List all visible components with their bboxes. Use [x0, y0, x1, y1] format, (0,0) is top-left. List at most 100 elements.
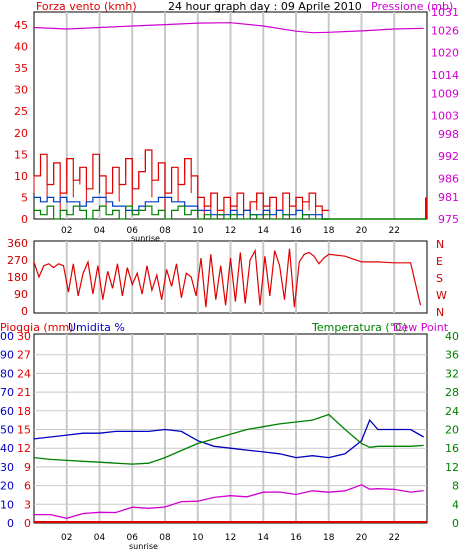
wind-tick-label: 20 [14, 127, 28, 140]
pressure-label: Pressione (mb) [371, 0, 453, 13]
humidity-tick-label: 90 [0, 349, 14, 362]
x-tick-label-top: 14 [258, 226, 270, 236]
wind-tick-label: 15 [14, 148, 28, 161]
direction-tick-label: 0 [21, 305, 28, 318]
temperature-tick-label: 20 [445, 424, 459, 437]
x-tick-label-top: 06 [127, 226, 139, 236]
pressure-tick-label: 1026 [431, 24, 459, 37]
dewpoint-series-line [34, 484, 424, 519]
wind-tick-label: 10 [14, 170, 28, 183]
pressure-tick-label: 1009 [431, 87, 459, 100]
pressure-tick-label: 986 [438, 172, 459, 185]
compass-tick-label: W [436, 289, 447, 302]
pressure-tick-label: 1031 [431, 6, 459, 19]
wind-tick-label: 45 [14, 19, 28, 32]
x-tick-label-top: 20 [356, 226, 368, 236]
pressure-tick-label: 981 [438, 191, 459, 204]
x-tick-label-top: 08 [159, 226, 171, 236]
wind-tick-label: 35 [14, 62, 28, 75]
sunrise-label-top: sunrise [131, 234, 160, 243]
temperature-tick-label: 16 [445, 442, 459, 455]
x-tick-label-top: 10 [192, 226, 204, 236]
humidity-tick-label: 20 [0, 480, 14, 493]
x-tick-label-bottom: 06 [127, 533, 139, 543]
rain-tick-label: 30 [17, 330, 31, 343]
wind-tick-label: 5 [21, 191, 28, 204]
rain-tick-label: 9 [24, 461, 31, 474]
humidity-tick-label: 100 [0, 330, 14, 343]
rain-tick-label: 27 [17, 349, 31, 362]
direction-tick-label: 270 [7, 254, 28, 267]
temperature-tick-label: 12 [445, 461, 459, 474]
rain-tick-label: 12 [17, 442, 31, 455]
humidity-tick-label: 40 [0, 442, 14, 455]
rain-tick-label: 21 [17, 386, 31, 399]
x-tick-label-top: 22 [389, 226, 400, 236]
humidity-tick-label: 70 [0, 386, 14, 399]
x-tick-label-bottom: 16 [290, 533, 302, 543]
sunrise-label-bottom: sunrise [129, 542, 158, 551]
pressure-tick-label: 992 [438, 150, 459, 163]
wind-tick-label: 30 [14, 84, 28, 97]
humidity-tick-label: 10 [0, 498, 14, 511]
pressure-tick-label: 1020 [431, 47, 459, 60]
humidity-tick-label: 50 [0, 424, 14, 437]
temperature-tick-label: 24 [445, 405, 459, 418]
temperature-tick-label: 36 [445, 349, 459, 362]
temperature-tick-label: 0 [452, 517, 459, 530]
wind-tick-label: 40 [14, 41, 28, 54]
x-tick-label-bottom: 12 [225, 533, 236, 543]
pressure-series-line [33, 22, 424, 34]
tick-labels-layer: 0510152025303540459759819869929981003100… [0, 6, 459, 543]
wind-speed-label: Forza vento (kmh) [36, 0, 137, 13]
x-tick-label-top: 18 [323, 226, 335, 236]
x-tick-label-bottom: 20 [356, 533, 368, 543]
pressure-tick-label: 975 [438, 213, 459, 226]
pressure-tick-label: 1014 [431, 69, 459, 82]
x-tick-label-bottom: 10 [192, 533, 204, 543]
x-tick-label-bottom: 04 [94, 533, 106, 543]
humidity-tick-label: 60 [0, 405, 14, 418]
pressure-tick-label: 998 [438, 128, 459, 141]
wind-direction-line [33, 248, 422, 308]
humidity-tick-label: 80 [0, 367, 14, 380]
x-tick-label-bottom: 22 [389, 533, 400, 543]
rain-tick-label: 3 [24, 498, 31, 511]
grid-layer [34, 12, 427, 523]
x-tick-label-bottom: 18 [323, 533, 335, 543]
humidity-tick-label: 0 [7, 517, 14, 530]
gust-series-line [34, 196, 329, 220]
humidity-label: Umidita % [68, 321, 125, 334]
compass-tick-label: N [436, 306, 444, 319]
compass-tick-label: E [436, 255, 443, 268]
x-tick-label-bottom: 02 [61, 533, 72, 543]
temperature-series-line [33, 413, 424, 465]
direction-tick-label: 360 [7, 237, 28, 250]
rain-tick-label: 0 [24, 517, 31, 530]
x-tick-label-top: 04 [94, 226, 106, 236]
temperature-label: Temperatura (°C) [311, 321, 407, 334]
series-layer [33, 22, 427, 523]
temperature-tick-label: 40 [445, 330, 459, 343]
green-series-line [34, 205, 329, 220]
x-tick-label-top: 02 [61, 226, 72, 236]
rain-tick-label: 18 [17, 405, 31, 418]
compass-tick-label: N [436, 238, 444, 251]
x-tick-label-bottom: 08 [159, 533, 171, 543]
rain-tick-label: 15 [17, 424, 31, 437]
x-tick-label-top: 16 [290, 226, 302, 236]
temperature-tick-label: 4 [452, 498, 459, 511]
dewpoint-label: Dew Point [393, 321, 449, 334]
x-tick-label-bottom: 14 [258, 533, 270, 543]
temperature-tick-label: 28 [445, 386, 459, 399]
wind-tick-label: 0 [21, 213, 28, 226]
pressure-tick-label: 1003 [431, 110, 459, 123]
temperature-tick-label: 8 [452, 480, 459, 493]
temperature-tick-label: 32 [445, 367, 459, 380]
rain-tick-label: 24 [17, 367, 31, 380]
rain-tick-label: 6 [24, 480, 31, 493]
x-tick-label-top: 12 [225, 226, 236, 236]
direction-tick-label: 180 [7, 271, 28, 284]
